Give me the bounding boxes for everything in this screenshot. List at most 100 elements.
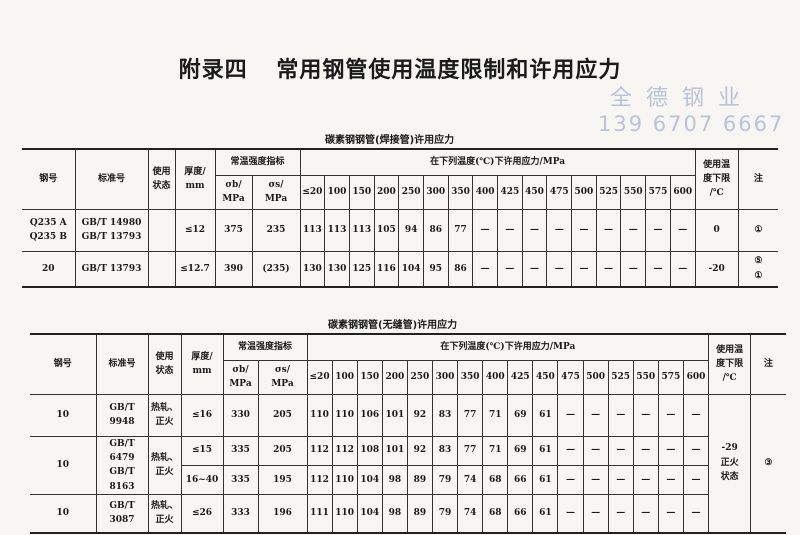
stress-value: 66 [507,464,534,496]
stress-value: — [557,393,584,437]
tensile-strength: 330 [222,393,259,437]
stress-value: — [682,393,710,437]
tensile-strength: 375 [214,208,253,252]
header-steel: 钢号 [30,333,97,395]
stress-value: 92 [406,435,433,466]
stress-value: 113 [324,208,350,252]
standard-number: GB/T 3087 [95,494,149,534]
table-row: 钢号 标准号 使用 状态 厚度/ mm 常温强度指标 在下列温度(℃)下许用应力/MPa 使… [30,333,786,395]
header-temp: 300 [431,359,459,395]
header-temp: 350 [447,174,474,210]
thickness: ≤15 [180,435,224,466]
header-temp: 450 [521,174,548,210]
stress-value: 89 [406,494,433,534]
stress-value: 79 [431,494,459,534]
stress-value: — [657,435,684,466]
yield-strength: 205 [257,393,308,437]
header-temp: 200 [381,359,408,395]
stress-value: 89 [406,464,433,496]
stress-value: — [472,250,499,288]
stress-value: 106 [356,393,383,437]
header-temp: 500 [582,359,609,395]
stress-value: — [497,208,523,252]
header-temp: 600 [669,174,696,210]
thickness: ≤26 [180,494,224,534]
table-row: Q235 A Q235 B GB/T 14980 GB/T 13793 ≤12 375… [22,208,779,252]
yield-strength: 235 [251,208,301,252]
stress-value: 61 [532,464,559,496]
table-row: 16~40 335 195 112 110 104 98 89 79 74 68 66 61— — — — — — [30,464,786,496]
header-temp: 550 [632,359,659,395]
header-temp: 450 [532,359,559,395]
stress-value: 104 [356,464,383,496]
header-sigma-s: σs/ MPa [251,174,301,210]
stress-value: 116 [373,250,400,288]
header-temp: 475 [557,359,584,395]
stress-value: 110 [306,393,333,437]
header-temp: 300 [422,174,449,210]
stress-value: — [582,393,609,437]
stress-value: — [632,393,659,437]
stress-value: — [620,250,647,288]
stress-value: — [607,464,634,496]
stress-value: 95 [422,250,449,288]
header-standard: 标准号 [95,333,149,395]
table-row: 20 GB/T 13793 ≤12.7 390 (235) 130 130 125 116 104… [22,250,779,288]
stress-value: 110 [331,494,358,534]
tensile-strength: 335 [222,464,259,496]
standard-number: GB/T 6479 GB/T 8163 [95,435,149,496]
standard-number: GB/T 14980 GB/T 13793 [74,208,149,252]
stress-value: — [497,250,523,288]
header-temp: 250 [406,359,433,395]
yield-strength: 196 [257,494,308,534]
stress-value: — [607,494,634,534]
note: ① [737,208,779,252]
header-sigma-s: σs/ MPa [257,359,308,395]
appendix-number: 附录四 [178,58,248,83]
stress-value: 130 [324,250,350,288]
thickness: 16~40 [181,464,224,496]
header-state: 使用 状态 [147,333,182,395]
header-temp: 100 [324,174,350,210]
table2-caption: 碳素钢钢管(无缝管)许用应力 [328,320,458,331]
stress-value: 61 [532,494,559,534]
stress-value: 125 [348,250,375,288]
header-sigma-b: σb/ MPa [215,174,253,210]
table-row: 10 GB/T 3087 热轧、 正火 ≤26 333 196 111 110 104 98 89 7… [30,494,786,534]
stress-value: 71 [482,393,509,437]
stress-value: 61 [532,393,559,437]
steel-grade: 10 [30,393,97,437]
header-sigma-b: σb/ MPa [223,359,259,395]
header-temp: 200 [373,174,400,210]
note: ⑤ ① [737,250,779,288]
thickness: ≤12.7 [174,250,216,288]
header-temp: 400 [472,174,499,210]
stress-value: 98 [381,494,408,534]
stress-value: — [682,494,709,534]
header-temp: 400 [482,359,509,395]
header-temp: 575 [645,174,671,210]
stress-value: 92 [406,393,433,437]
stress-value: 77 [457,435,484,466]
header-temp: 500 [571,174,597,210]
stress-value: 83 [431,435,459,466]
stress-value: 68 [482,464,509,496]
stress-value: — [571,208,597,252]
stress-value: — [632,464,659,496]
stress-value: — [607,393,634,437]
page-title: 附录四 常用钢管使用温度限制和许用应力 [0,52,800,84]
welded-pipe-stress-table: 钢号 标准号 使用 状态 厚度/ mm 常温强度指标 在下列温度(℃)下许用应力/MPa 使… [22,148,779,288]
header-temp: 525 [607,359,634,395]
header-strength: 常温强度指标 [214,148,301,176]
yield-strength: 205 [257,435,308,466]
stress-value: 104 [398,250,424,288]
stress-value: — [682,464,709,496]
use-state: 热轧、 正火 [147,494,182,534]
stress-value: 68 [482,494,509,534]
stress-value: 108 [356,435,383,466]
header-allowable-stress: 在下列温度(℃)下许用应力/MPa [299,148,696,176]
stress-value: 77 [457,393,484,437]
stress-value: — [582,494,609,534]
header-temp: 350 [457,359,484,395]
stress-value: 113 [299,208,326,252]
